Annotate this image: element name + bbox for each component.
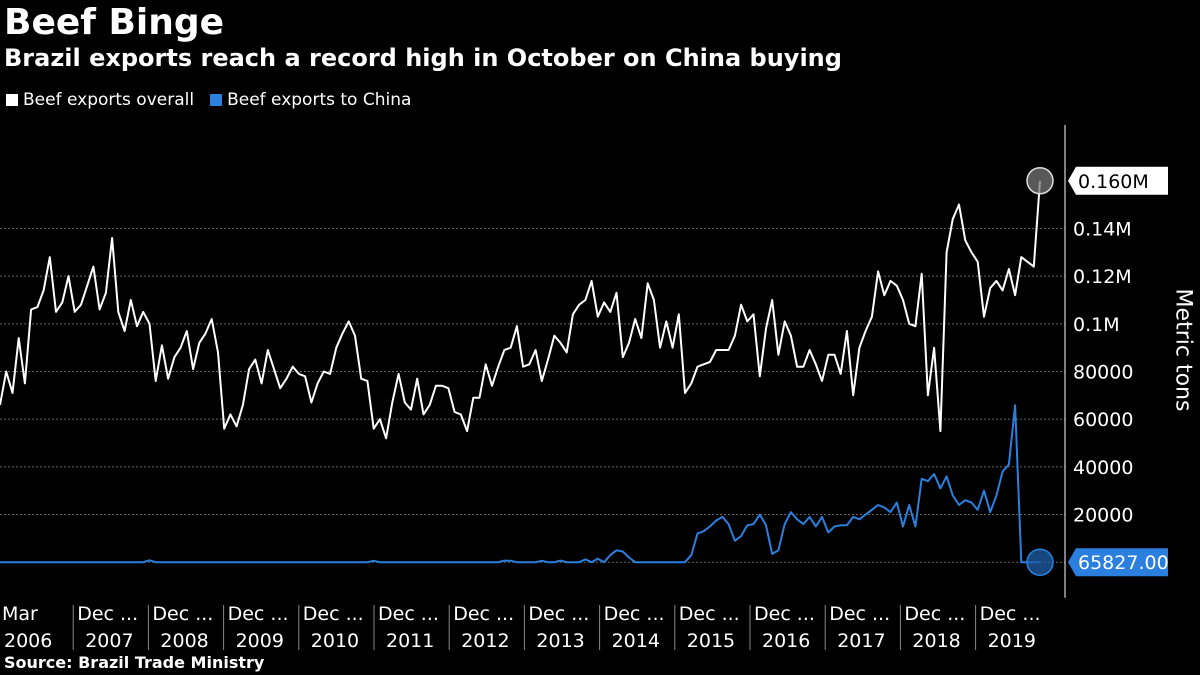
- china-end-callout: [1068, 548, 1168, 577]
- y-tick-label: 80000: [1073, 362, 1133, 384]
- x-tick-label-year: 2016: [762, 630, 810, 652]
- legend-swatch-china: [210, 94, 223, 106]
- series-line-overall: [0, 180, 1041, 440]
- legend-label-overall: Beef exports overall: [23, 90, 195, 110]
- y-tick-label: 0.1M: [1073, 314, 1120, 336]
- series-line-china: [0, 404, 1040, 564]
- x-tick-label-year: 2007: [85, 630, 133, 652]
- y-tick-label: 0.12M: [1073, 266, 1132, 288]
- x-tick-label-top: Dec ...: [980, 603, 1041, 625]
- x-tick-label-year: 2012: [461, 630, 509, 652]
- y-tick-label: 60000: [1073, 409, 1133, 431]
- x-tick-label-year: 2006: [4, 630, 52, 652]
- chart-subtitle: Brazil exports reach a record high in Oc…: [4, 44, 842, 72]
- x-tick-label-top: Dec ...: [228, 603, 289, 625]
- y-axis-title-text: Metric tons: [1170, 288, 1196, 412]
- china-end-marker: [1026, 548, 1054, 576]
- x-tick-label-top: Dec ...: [528, 603, 589, 625]
- x-tick-label-top: Dec ...: [378, 603, 439, 625]
- legend-item-overall: Beef exports overall: [6, 90, 194, 110]
- overall-end-callout-label: 0.160M: [1078, 171, 1149, 193]
- x-tick-label-top: Dec ...: [829, 603, 890, 625]
- legend-label-china: Beef exports to China: [227, 90, 412, 110]
- x-tick-label-year: 2013: [536, 630, 584, 652]
- legend: Beef exports overall Beef exports to Chi…: [6, 90, 427, 110]
- x-tick-label-top: Dec ...: [303, 603, 364, 625]
- legend-item-china: Beef exports to China: [210, 90, 411, 110]
- y-tick-label: 20000: [1073, 505, 1133, 527]
- x-tick-label-top: Dec ...: [152, 603, 213, 625]
- x-tick-label-year: 2019: [988, 630, 1036, 652]
- legend-swatch-overall: [6, 94, 18, 106]
- x-tick-label-top: Dec ...: [904, 603, 965, 625]
- overall-end-callout: [1068, 166, 1168, 195]
- x-tick-label-top: Dec ...: [679, 603, 740, 625]
- x-tick-label-top: Dec ...: [754, 603, 815, 625]
- x-tick-label-year: 2008: [160, 630, 208, 652]
- x-tick-label-year: 2011: [386, 630, 434, 652]
- x-tick-label-top: Dec ...: [77, 603, 138, 625]
- x-tick-label-year: 2015: [687, 630, 735, 652]
- china-end-callout-label: 65827.00: [1078, 552, 1169, 574]
- x-tick-label-year: 2018: [912, 630, 960, 652]
- x-tick-label-top: Dec ...: [604, 603, 665, 625]
- y-tick-label: 0.14M: [1073, 218, 1132, 240]
- x-tick-label-year: 2010: [311, 630, 359, 652]
- y-axis-title: Metric tons: [1168, 265, 1198, 435]
- chart-title: Beef Binge: [4, 2, 225, 43]
- x-tick-label-top: Mar: [2, 603, 38, 625]
- x-tick-label-top: Dec ...: [453, 603, 514, 625]
- x-tick-label-year: 2017: [837, 630, 885, 652]
- x-tick-label-year: 2009: [236, 630, 284, 652]
- y-tick-label: 40000: [1073, 457, 1133, 479]
- overall-end-marker: [1026, 167, 1054, 195]
- x-tick-label-year: 2014: [612, 630, 660, 652]
- source-note: Source: Brazil Trade Ministry: [4, 653, 265, 672]
